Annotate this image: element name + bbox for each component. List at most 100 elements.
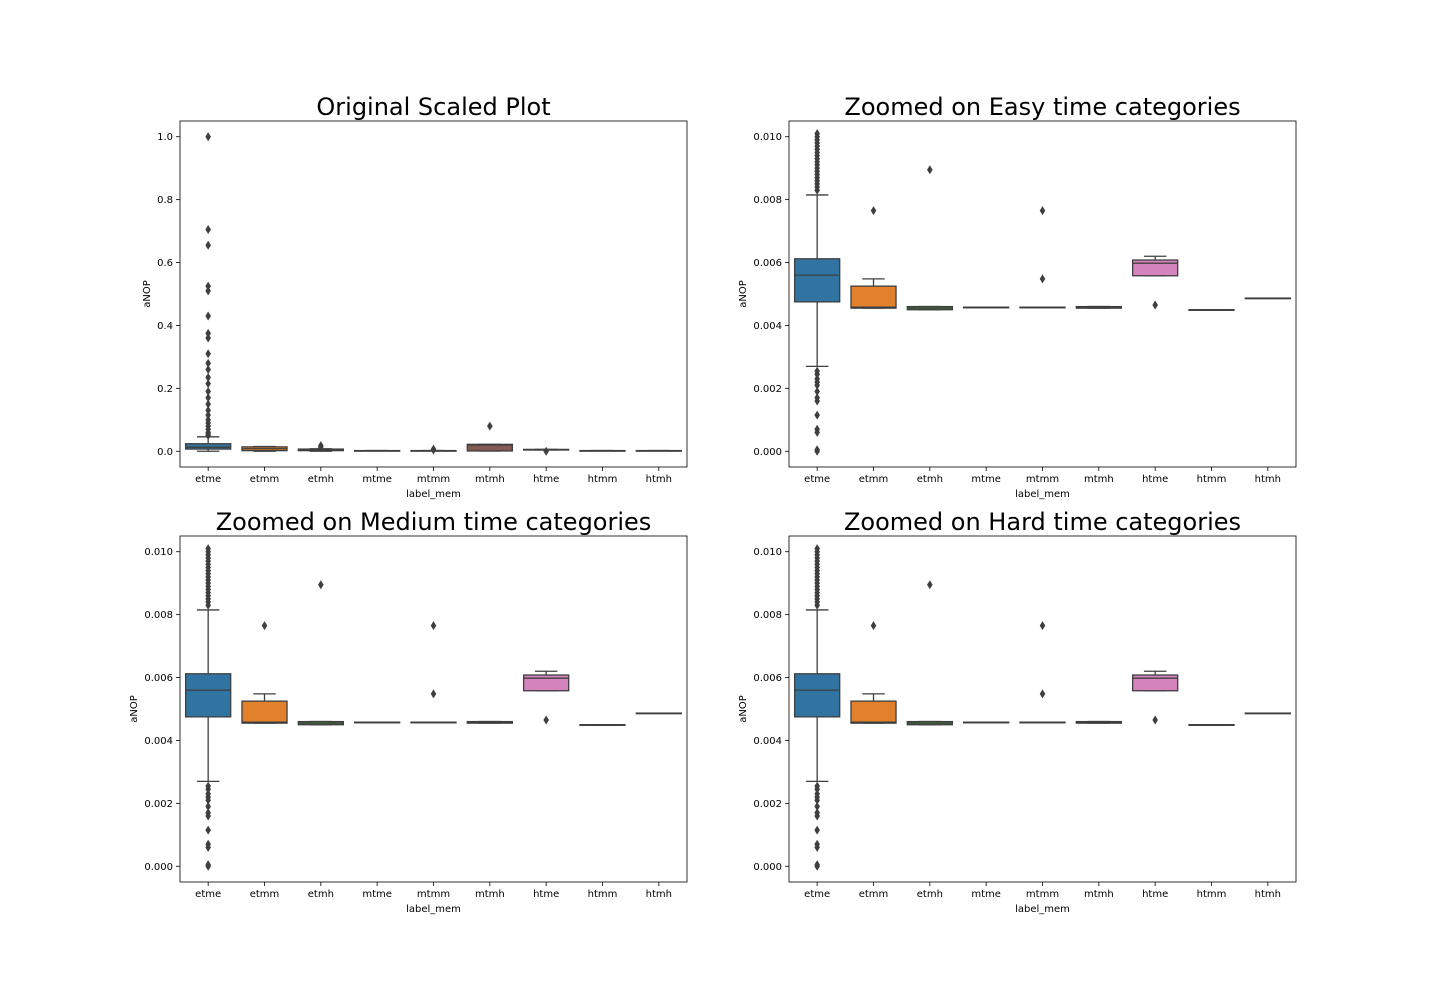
y-axis-label: aNOP: [738, 695, 749, 723]
box-mtmh: [1075, 305, 1123, 309]
box-htme: [522, 446, 570, 456]
y-tick-label: 0.000: [753, 862, 782, 873]
outlier-point: [205, 328, 211, 338]
x-tick-label: htmh: [646, 889, 672, 900]
outlier-point: [205, 225, 211, 235]
x-tick-label: mtme: [362, 889, 392, 900]
y-tick-label: 0.008: [753, 610, 782, 621]
outlier-point: [205, 825, 211, 835]
box-htmh: [635, 449, 683, 452]
box-mtmm: [410, 444, 457, 455]
box-etme: [793, 129, 841, 456]
box-etmh: [906, 165, 954, 311]
box-htmh: [635, 712, 683, 715]
x-tick-label: mtmm: [417, 474, 450, 485]
outlier-point: [205, 372, 211, 382]
outlier-point: [205, 349, 211, 359]
outlier-point: [205, 431, 211, 441]
x-tick-label: etmm: [250, 474, 280, 485]
x-tick-label: htme: [1142, 889, 1168, 900]
outlier-point: [814, 387, 820, 397]
outlier-point: [205, 600, 211, 610]
box-body: [241, 700, 288, 724]
axes-frame: [179, 120, 688, 468]
box-body: [184, 443, 232, 450]
y-tick-label: 0.004: [753, 736, 782, 747]
outlier-point: [870, 206, 877, 216]
outlier-point: [1152, 715, 1158, 725]
outlier-point: [870, 621, 877, 631]
outlier-point: [814, 811, 820, 821]
y-tick-label: 0.006: [753, 258, 782, 269]
box-mtme: [962, 306, 1010, 309]
y-tick-label: 0.000: [753, 447, 782, 458]
box-htmh: [1244, 297, 1292, 300]
y-tick-label: 0.002: [753, 384, 782, 395]
outlier-point: [814, 427, 820, 437]
outlier-point: [205, 132, 211, 142]
box-etmm: [241, 445, 288, 452]
outlier-point: [205, 286, 211, 296]
box-mtmm: [410, 621, 457, 724]
box-mtme: [353, 449, 401, 452]
outlier-point: [1039, 274, 1046, 284]
box-etme: [793, 544, 841, 871]
outlier-point: [814, 446, 820, 456]
box-htmm: [1188, 309, 1235, 311]
x-tick-label: etmh: [308, 474, 334, 485]
box-mtme: [353, 721, 401, 724]
y-tick-label: 0.006: [753, 673, 782, 684]
box-etme: [184, 544, 232, 871]
subplot-title: Zoomed on Medium time categories: [216, 508, 652, 536]
x-tick-label: mtme: [971, 474, 1001, 485]
box-body: [793, 258, 841, 303]
x-tick-label: mtmm: [1026, 474, 1059, 485]
box-body: [522, 674, 570, 692]
box-body: [850, 700, 897, 724]
y-tick-label: 0.008: [753, 195, 782, 206]
x-tick-label: etme: [195, 889, 221, 900]
y-axis-label: aNOP: [738, 280, 749, 308]
outlier-point: [430, 689, 437, 699]
outlier-point: [318, 442, 324, 452]
box-etmh: [906, 580, 954, 726]
x-tick-label: mtmh: [1084, 474, 1114, 485]
outlier-point: [205, 281, 211, 291]
outlier-point: [1152, 300, 1158, 310]
box-body: [850, 285, 897, 309]
x-tick-label: etme: [195, 474, 221, 485]
outlier-point: [814, 410, 820, 420]
outlier-point: [205, 861, 211, 871]
subplot-original-scaled: Original Scaled Plot label_mem aNOP 0.0 0…: [142, 93, 688, 500]
box-htmm: [1188, 724, 1235, 726]
outlier-point: [205, 802, 211, 812]
outlier-point: [261, 621, 268, 631]
outlier-point: [318, 580, 324, 590]
outlier-point: [927, 165, 933, 175]
subplot-title: Zoomed on Easy time categories: [844, 93, 1240, 121]
outlier-point: [487, 421, 493, 431]
x-tick-label: etmm: [250, 889, 280, 900]
box-mtme: [962, 721, 1010, 724]
x-tick-label: htmh: [1255, 889, 1281, 900]
x-tick-label: mtmh: [1084, 889, 1114, 900]
y-tick-label: 0.004: [753, 321, 782, 332]
subplot-zoomed-easy: Zoomed on Easy time categories label_mem…: [738, 93, 1297, 500]
x-tick-label: htmm: [588, 474, 618, 485]
box-htme: [1131, 255, 1179, 310]
outlier-point: [814, 784, 820, 794]
outlier-point: [205, 364, 211, 374]
x-tick-label: htme: [1142, 474, 1168, 485]
outlier-point: [543, 446, 549, 456]
box-mtmm: [1019, 621, 1066, 724]
y-tick-label: 0.006: [144, 673, 173, 684]
outlier-point: [814, 185, 820, 195]
box-htme: [1131, 670, 1179, 725]
outlier-point: [205, 399, 211, 409]
x-axis-label: label_mem: [1015, 489, 1070, 500]
x-tick-label: etmm: [859, 474, 889, 485]
x-tick-label: etme: [804, 889, 830, 900]
box-body: [1131, 259, 1179, 277]
y-axis-label: aNOP: [129, 695, 140, 723]
x-tick-label: mtmh: [475, 889, 505, 900]
